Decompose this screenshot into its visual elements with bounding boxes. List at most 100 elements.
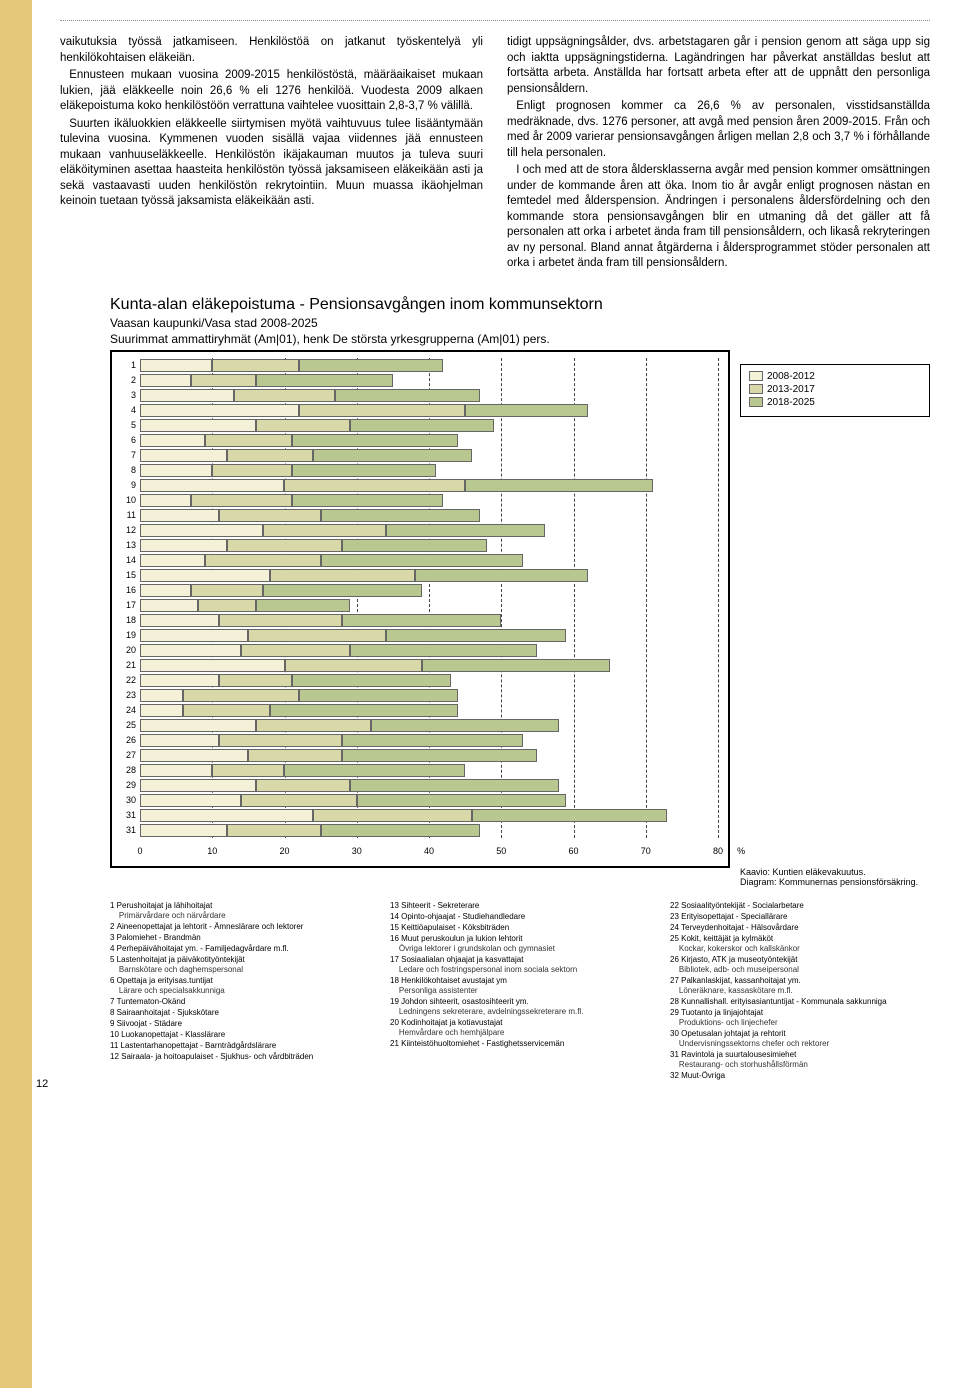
bar-label: 29	[118, 780, 140, 790]
bar-segment	[386, 524, 545, 537]
occupation-item: 7 Tuntematon-Okänd	[110, 997, 370, 1007]
top-dotted-rule	[60, 20, 930, 21]
legend-item: 2008-2012	[749, 371, 921, 382]
occupation-item: 15 Keittiöapulaiset - Köksbiträden	[390, 923, 650, 933]
bar-label: 4	[118, 405, 140, 415]
sv-p3: I och med att de stora åldersklasserna a…	[507, 163, 930, 272]
bar-row: 16	[118, 583, 718, 598]
bar-row: 24	[118, 703, 718, 718]
bar-row: 30	[118, 793, 718, 808]
bar-segment	[205, 434, 292, 447]
bar-segment	[292, 464, 436, 477]
bar-segment	[140, 764, 212, 777]
occupation-item: 24 Terveydenhoitajat - Hälsovårdare	[670, 923, 930, 933]
chart-subtitle2: Suurimmat ammattiryhmät (Am|01), henk De…	[110, 332, 930, 346]
sv-p2: Enligt prognosen kommer ca 26,6 % av per…	[507, 99, 930, 161]
bar-label: 25	[118, 720, 140, 730]
bar-segment	[140, 704, 183, 717]
bar-row: 7	[118, 448, 718, 463]
occupation-item: 18 Henkilökohtaiset avustajat ym Personl…	[390, 976, 650, 996]
bar-label: 22	[118, 675, 140, 685]
occ-col-1: 1 Perushoitajat ja lähihoitajat Primärvå…	[110, 901, 370, 1082]
bar-segment	[256, 374, 393, 387]
bar-label: 20	[118, 645, 140, 655]
bar-segment	[140, 584, 191, 597]
bar-segment	[299, 404, 465, 417]
bar-row: 17	[118, 598, 718, 613]
occupation-item: 31 Ravintola ja suurtalousesimiehet Rest…	[670, 1050, 930, 1070]
bar-label: 26	[118, 735, 140, 745]
bar-segment	[140, 644, 241, 657]
bar-label: 23	[118, 690, 140, 700]
bar-segment	[191, 374, 256, 387]
bar-label: 31	[118, 810, 140, 820]
bar-segment	[321, 824, 480, 837]
bar-label: 28	[118, 765, 140, 775]
page-content: vaikutuksia työssä jatkamiseen. Henkilös…	[0, 0, 960, 1102]
occupation-item: 10 Luokanopettajat - Klasslärare	[110, 1030, 370, 1040]
bar-label: 5	[118, 420, 140, 430]
occupation-item: 11 Lastentarhanopettajat - Barnträdgårds…	[110, 1041, 370, 1051]
bar-segment	[140, 359, 212, 372]
bar-label: 8	[118, 465, 140, 475]
bar-segment	[140, 524, 263, 537]
legend-label: 2013-2017	[767, 384, 815, 395]
bar-label: 30	[118, 795, 140, 805]
bar-segment	[140, 674, 219, 687]
bar-segment	[183, 689, 299, 702]
occupation-item: 2 Aineenopettajat ja lehtorit - Ämneslär…	[110, 922, 370, 932]
x-tick-label: 10	[207, 846, 217, 856]
bar-segment	[227, 449, 314, 462]
bar-label: 6	[118, 435, 140, 445]
bar-segment	[342, 539, 486, 552]
bar-row: 5	[118, 418, 718, 433]
x-tick-label: 0	[137, 846, 142, 856]
bar-label: 16	[118, 585, 140, 595]
bar-segment	[140, 569, 270, 582]
bar-segment	[357, 794, 567, 807]
legend-label: 2018-2025	[767, 397, 815, 408]
x-unit-label: %	[737, 846, 745, 856]
bar-segment	[140, 494, 191, 507]
bar-segment	[140, 479, 284, 492]
bar-row: 29	[118, 778, 718, 793]
bar-segment	[350, 779, 560, 792]
bar-segment	[140, 794, 241, 807]
occupation-item: 20 Kodinhoitajat ja kotiavustajat Hemvår…	[390, 1018, 650, 1038]
x-tick-label: 80	[713, 846, 723, 856]
bar-segment	[140, 824, 227, 837]
bar-label: 31	[118, 825, 140, 835]
bar-segment	[227, 824, 321, 837]
bar-row: 18	[118, 613, 718, 628]
x-tick-label: 50	[496, 846, 506, 856]
chart-section: Kunta-alan eläkepoistuma - Pensionsavgån…	[60, 296, 930, 887]
bar-segment	[270, 704, 458, 717]
bar-segment	[313, 449, 472, 462]
bar-segment	[422, 659, 610, 672]
bar-segment	[212, 764, 284, 777]
bar-segment	[292, 494, 444, 507]
bar-row: 9	[118, 478, 718, 493]
bar-segment	[241, 794, 357, 807]
bar-row: 20	[118, 643, 718, 658]
bar-segment	[140, 614, 219, 627]
bar-segment	[284, 479, 465, 492]
bar-segment	[183, 704, 270, 717]
occupation-item: 29 Tuotanto ja linjajohtajat Produktions…	[670, 1008, 930, 1028]
occ-col-3: 22 Sosiaalityöntekijät - Socialarbetare2…	[670, 901, 930, 1082]
bar-segment	[212, 359, 299, 372]
chart-source: Kaavio: Kuntien eläkevakuutus.Diagram: K…	[740, 867, 930, 887]
fi-p2: Ennusteen mukaan vuosina 2009-2015 henki…	[60, 68, 483, 115]
bar-segment	[191, 584, 263, 597]
bar-segment	[140, 779, 256, 792]
bar-segment	[198, 599, 256, 612]
occupation-item: 8 Sairaanhoitajat - Sjukskötare	[110, 1008, 370, 1018]
bar-segment	[270, 569, 414, 582]
bar-segment	[263, 584, 422, 597]
bar-row: 1	[118, 358, 718, 373]
bar-segment	[140, 464, 212, 477]
fi-p1: vaikutuksia työssä jatkamiseen. Henkilös…	[60, 35, 483, 66]
bar-segment	[140, 404, 299, 417]
bar-segment	[140, 449, 227, 462]
bar-segment	[284, 764, 465, 777]
